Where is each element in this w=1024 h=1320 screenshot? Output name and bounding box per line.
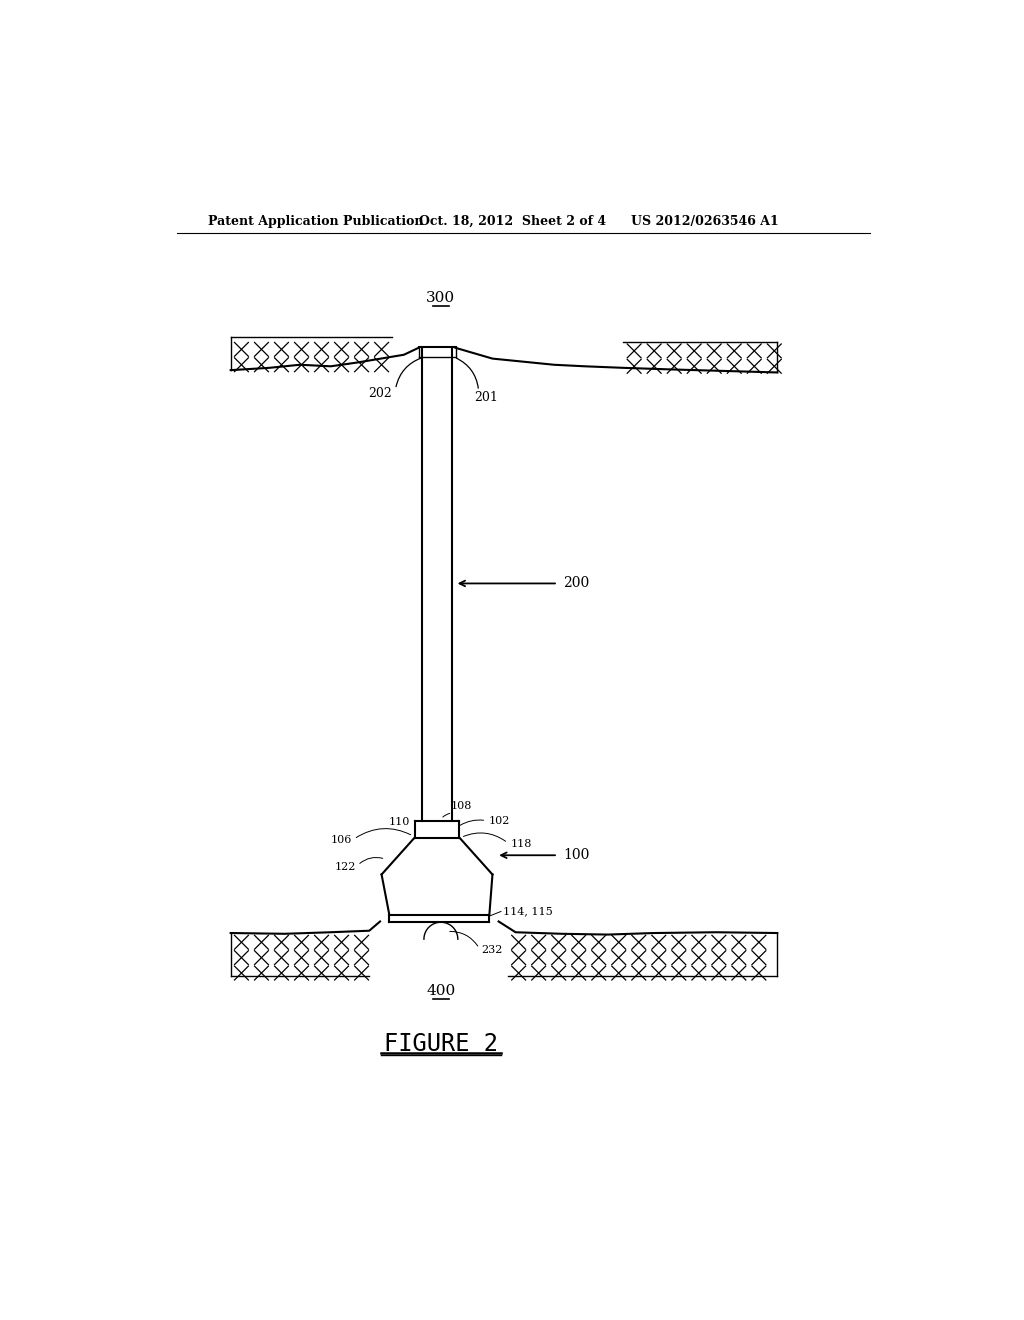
Text: Oct. 18, 2012  Sheet 2 of 4: Oct. 18, 2012 Sheet 2 of 4	[419, 215, 606, 228]
Text: 102: 102	[488, 816, 510, 825]
Text: FIGURE 2: FIGURE 2	[384, 1032, 498, 1056]
Text: 400: 400	[426, 983, 456, 998]
Text: 122: 122	[335, 862, 356, 871]
Text: 114, 115: 114, 115	[503, 907, 553, 916]
Text: 108: 108	[451, 801, 472, 812]
Text: US 2012/0263546 A1: US 2012/0263546 A1	[631, 215, 779, 228]
Text: 201: 201	[474, 391, 499, 404]
Text: Patent Application Publication: Patent Application Publication	[208, 215, 423, 228]
Text: 118: 118	[510, 838, 531, 849]
Text: 110: 110	[389, 817, 410, 828]
Text: 232: 232	[481, 945, 503, 954]
Text: 100: 100	[563, 849, 590, 862]
Text: 200: 200	[563, 577, 590, 590]
Text: 106: 106	[331, 834, 352, 845]
Text: 300: 300	[426, 290, 456, 305]
Text: 202: 202	[369, 387, 392, 400]
